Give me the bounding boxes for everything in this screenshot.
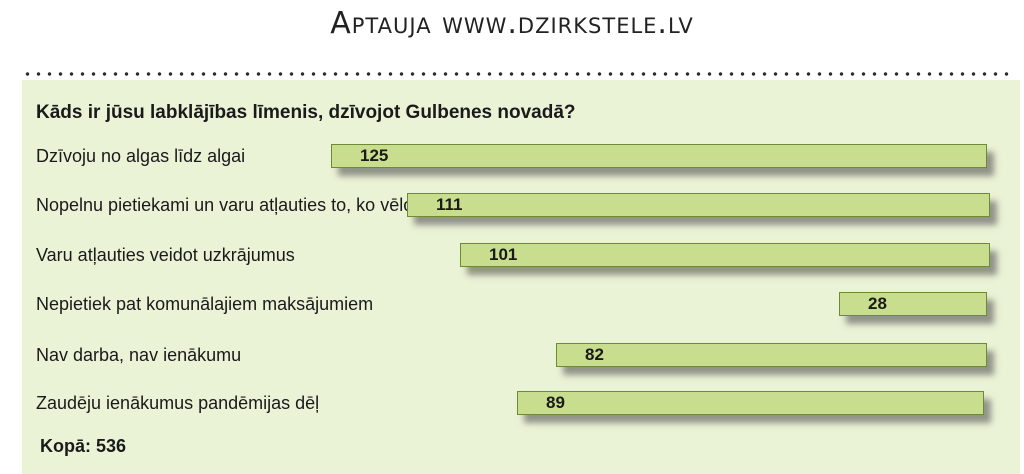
bar-value-label: 111	[436, 195, 463, 214]
bar: 101	[460, 243, 990, 267]
chart-question: Kāds ir jūsu labklājības līmenis, dzīvoj…	[36, 102, 576, 123]
page-title: Aptauja www.dzirkstele.lv	[330, 6, 694, 41]
category-label: Varu atļauties veidot uzkrājumus	[36, 245, 295, 265]
bar-value-label: 101	[489, 245, 518, 264]
total-label: Kopā: 536	[40, 436, 127, 456]
category-label: Nopelnu pietiekami un varu atļauties to,…	[36, 195, 423, 215]
bar: 28	[839, 292, 987, 316]
bar: 89	[517, 391, 984, 415]
category-label: Dzīvoju no algas līdz algai	[36, 146, 246, 166]
bar: 125	[331, 144, 987, 168]
header: Aptauja www.dzirkstele.lv	[0, 0, 1024, 56]
bar-value-label: 125	[360, 146, 389, 165]
category-label: Zaudēju ienākumus pandēmijas dēļ	[36, 393, 320, 413]
bar: 111	[407, 193, 990, 217]
bar-value-label: 89	[546, 393, 565, 412]
category-label: Nav darba, nav ienākumu	[36, 345, 242, 365]
dotted-divider	[22, 72, 1014, 76]
category-label: Nepietiek pat komunālajiem maksājumiem	[36, 294, 374, 314]
bar-value-label: 28	[868, 294, 887, 313]
bar: 82	[556, 343, 987, 367]
bar-value-label: 82	[585, 345, 604, 364]
